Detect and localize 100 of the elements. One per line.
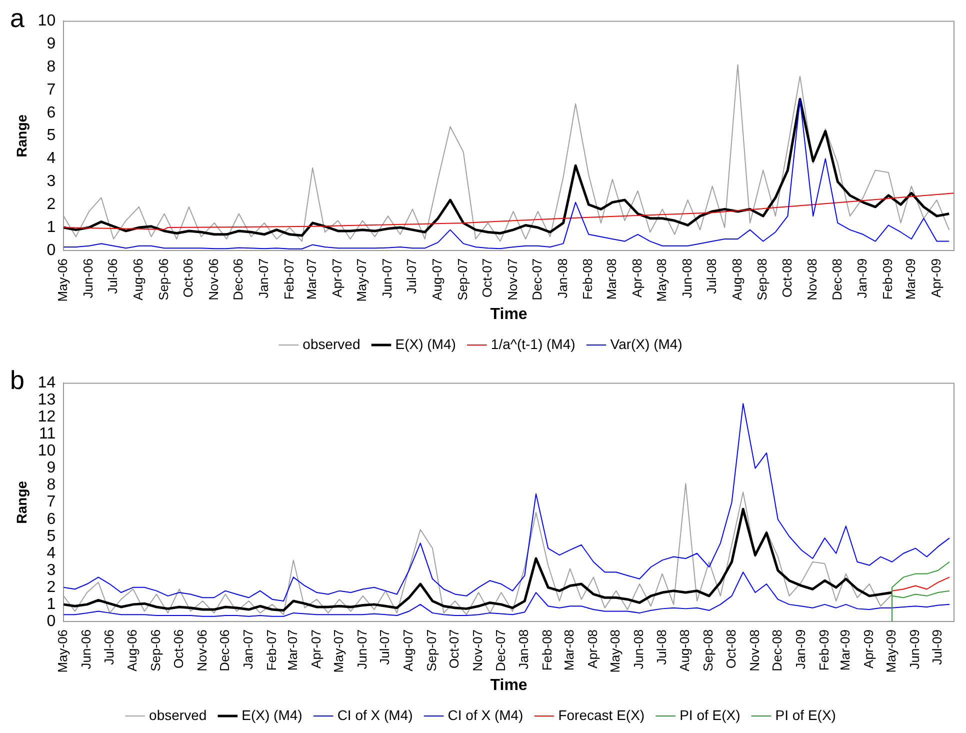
x-tick-label: Feb-09 bbox=[880, 258, 896, 300]
legend-label: CI of X (M4) bbox=[448, 706, 524, 723]
x-tick-label: Jul-09 bbox=[930, 629, 945, 665]
x-tick-label: Sep-06 bbox=[148, 629, 164, 672]
x-tick-label: Mar-08 bbox=[604, 258, 619, 300]
x-tick-label: Jun-06 bbox=[80, 258, 96, 298]
legend-label: observed bbox=[149, 706, 207, 723]
x-tick-label: Jan-07 bbox=[240, 629, 256, 670]
y-tick-label: 9 bbox=[46, 36, 56, 53]
y-tick-label: 1 bbox=[46, 218, 56, 236]
x-tick-label: Sep-06 bbox=[156, 258, 171, 300]
x-tick-label: Jun-08 bbox=[631, 629, 646, 670]
legend-label: PI of E(X) bbox=[680, 706, 740, 723]
y-tick-label: 10 bbox=[38, 12, 56, 30]
chart-title: a bbox=[10, 2, 25, 33]
x-tick-label: Dec-06 bbox=[230, 258, 246, 300]
y-axis-title: Range bbox=[13, 114, 30, 158]
x-tick-label: Nov-07 bbox=[504, 258, 520, 300]
y-tick-label: 14 bbox=[38, 374, 56, 392]
x-tick-label: Jul-08 bbox=[654, 629, 669, 665]
x-tick-label: Oct-06 bbox=[170, 629, 186, 668]
x-tick-label: Aug-08 bbox=[677, 629, 692, 672]
x-tick-label: Sep-08 bbox=[754, 258, 770, 300]
y-tick-label: 10 bbox=[38, 442, 56, 460]
x-tick-label: Nov-08 bbox=[804, 258, 820, 300]
x-tick-label: Sep-08 bbox=[700, 629, 716, 672]
x-tick-label: Dec-07 bbox=[492, 629, 508, 672]
y-tick-label: 2 bbox=[46, 196, 56, 214]
y-tick-label: 8 bbox=[46, 58, 56, 76]
x-tick-label: Oct-08 bbox=[779, 258, 794, 298]
x-axis-title: Time bbox=[490, 676, 528, 694]
x-tick-label: Dec-08 bbox=[829, 258, 844, 300]
x-tick-label: Oct-07 bbox=[446, 629, 462, 668]
y-tick-label: 2 bbox=[46, 578, 56, 596]
x-tick-label: Dec-06 bbox=[216, 629, 232, 672]
x-tick-label: Aug-06 bbox=[124, 629, 140, 672]
x-tick-label: Aug-07 bbox=[400, 629, 416, 672]
x-tick-label: Jul-06 bbox=[101, 629, 116, 665]
y-tick-label: 0 bbox=[46, 242, 56, 259]
y-tick-label: 12 bbox=[38, 408, 56, 426]
x-tick-label: Apr-09 bbox=[860, 629, 876, 668]
x-tick-label: Jun-07 bbox=[354, 629, 370, 670]
y-tick-label: 7 bbox=[46, 494, 56, 511]
x-tick-label: Dec-07 bbox=[529, 258, 544, 300]
x-tick-label: Mar-09 bbox=[837, 629, 852, 671]
x-tick-label: Jul-06 bbox=[105, 258, 120, 294]
x-tick-label: Dec-08 bbox=[769, 629, 784, 672]
x-tick-label: Jun-07 bbox=[380, 258, 395, 298]
x-axis-title: Time bbox=[490, 306, 528, 323]
y-tick-label: 9 bbox=[46, 460, 56, 477]
x-tick-label: Jan-09 bbox=[792, 629, 808, 670]
x-tick-label: May-09 bbox=[884, 629, 899, 673]
x-tick-label: Oct-07 bbox=[479, 258, 494, 298]
x-tick-label: May-08 bbox=[654, 258, 669, 302]
x-tick-label: Jan-07 bbox=[256, 258, 271, 298]
x-tick-label: Jan-08 bbox=[554, 258, 570, 298]
x-tick-label: Sep-07 bbox=[454, 258, 470, 300]
legend-label: E(X) (M4) bbox=[395, 336, 456, 352]
x-tick-label: Jun-08 bbox=[679, 258, 694, 298]
x-tick-label: Nov-07 bbox=[470, 629, 486, 672]
y-tick-label: 7 bbox=[46, 81, 56, 98]
x-tick-label: Feb-07 bbox=[264, 629, 279, 671]
x-tick-label: Oct-08 bbox=[723, 629, 738, 668]
x-tick-label: Mar-08 bbox=[562, 629, 577, 671]
legend-label: CI of X (M4) bbox=[337, 706, 413, 723]
x-tick-label: Jul-07 bbox=[404, 258, 420, 294]
x-tick-label: Apr-08 bbox=[629, 258, 644, 298]
x-tick-label: Nov-06 bbox=[206, 258, 221, 300]
legend-label: PI of E(X) bbox=[775, 706, 836, 723]
legend-label: 1/a^(t-1) (M4) bbox=[490, 336, 576, 352]
x-tick-label: Jan-09 bbox=[854, 258, 870, 298]
x-tick-label: May-06 bbox=[55, 629, 70, 673]
x-tick-label: Aug-06 bbox=[130, 258, 146, 300]
x-tick-label: Apr-08 bbox=[585, 629, 600, 668]
x-tick-label: Aug-07 bbox=[430, 258, 445, 300]
y-tick-label: 6 bbox=[46, 104, 56, 122]
y-axis-title: Range bbox=[13, 480, 30, 524]
x-tick-label: Feb-07 bbox=[281, 258, 296, 300]
y-tick-label: 4 bbox=[46, 544, 56, 562]
x-tick-label: Feb-09 bbox=[816, 629, 832, 671]
x-tick-label: Nov-06 bbox=[194, 629, 210, 672]
y-tick-label: 11 bbox=[38, 426, 56, 443]
x-tick-label: Feb-08 bbox=[540, 629, 555, 671]
x-tick-label: Mar-07 bbox=[304, 258, 320, 300]
x-tick-label: Mar-07 bbox=[284, 629, 300, 671]
x-tick-label: Apr-07 bbox=[308, 629, 324, 668]
x-tick-label: Oct-06 bbox=[180, 258, 196, 298]
y-tick-label: 8 bbox=[46, 476, 56, 494]
legend-label: observed bbox=[302, 336, 360, 352]
y-tick-label: 5 bbox=[46, 528, 56, 545]
y-tick-label: 0 bbox=[46, 612, 56, 630]
x-tick-label: May-08 bbox=[608, 629, 623, 673]
x-tick-label: Jun-06 bbox=[78, 629, 94, 670]
x-tick-label: Feb-08 bbox=[580, 258, 596, 300]
y-tick-label: 4 bbox=[46, 150, 56, 168]
x-tick-label: May-07 bbox=[331, 629, 346, 673]
y-tick-label: 13 bbox=[38, 392, 56, 409]
x-tick-label: Jul-08 bbox=[704, 258, 719, 294]
y-tick-label: 5 bbox=[46, 127, 56, 144]
x-tick-label: Mar-09 bbox=[902, 258, 918, 300]
